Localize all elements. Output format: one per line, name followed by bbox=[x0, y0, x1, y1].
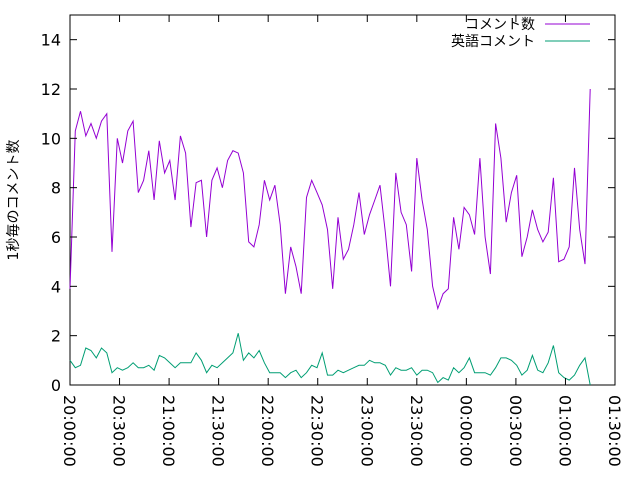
x-tick-label: 22:00:00 bbox=[258, 395, 277, 467]
plot-area bbox=[69, 14, 616, 386]
series-line-1 bbox=[69, 88, 591, 311]
x-tick-label: 00:30:00 bbox=[506, 395, 525, 467]
y-tick-label: 0 bbox=[51, 376, 61, 395]
x-tick-label: 21:30:00 bbox=[209, 395, 228, 467]
x-tick-label: 20:00:00 bbox=[60, 395, 79, 467]
series-line-2 bbox=[69, 333, 591, 386]
y-tick-label: 14 bbox=[41, 31, 61, 50]
y-tick-label: 4 bbox=[51, 277, 61, 296]
y-tick-label: 6 bbox=[51, 228, 61, 247]
x-tick-label: 01:30:00 bbox=[605, 395, 624, 467]
y-tick-label: 10 bbox=[41, 129, 61, 148]
legend-label-1: コメント数 bbox=[465, 17, 535, 33]
legend-label-2: 英語コメント bbox=[451, 33, 535, 50]
x-tick-label: 21:00:00 bbox=[159, 395, 178, 467]
y-axis-label: 1秒毎のコメント数 bbox=[6, 140, 22, 261]
y-tick-label: 12 bbox=[41, 80, 61, 99]
x-tick-label: 20:30:00 bbox=[110, 395, 129, 467]
x-tick-label: 01:00:00 bbox=[555, 395, 574, 467]
x-tick-label: 22:30:00 bbox=[308, 395, 327, 467]
x-tick-label: 23:00:00 bbox=[357, 395, 376, 467]
y-tick-label: 8 bbox=[51, 179, 61, 198]
x-tick-label: 00:00:00 bbox=[456, 395, 475, 467]
axes: 0 2 4 6 8 10 12 14 20:00:00 20:30:00 21:00:00 21:30… bbox=[41, 15, 624, 467]
series-group bbox=[69, 88, 591, 386]
plot-frame bbox=[69, 14, 616, 386]
y-tick-label: 2 bbox=[51, 327, 61, 346]
x-tick-label: 23:30:00 bbox=[407, 395, 426, 467]
